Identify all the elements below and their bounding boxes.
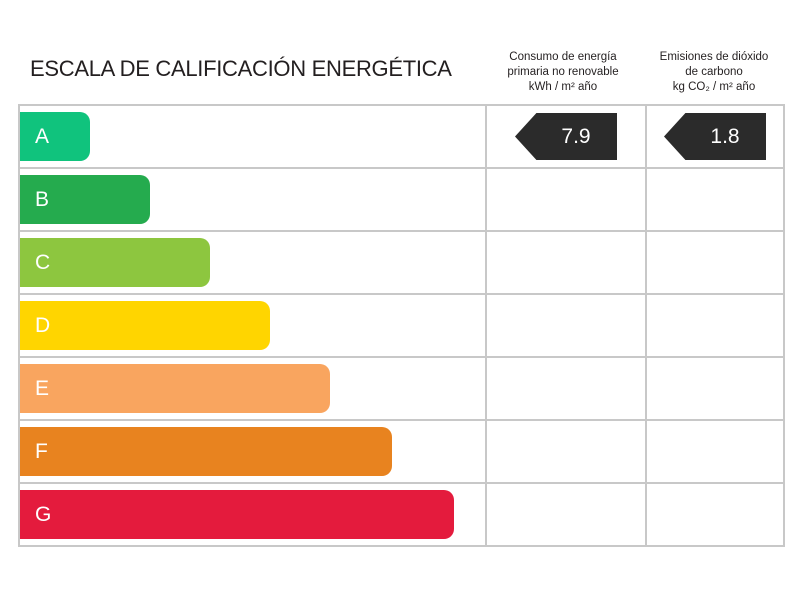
- scale-letter-a: A: [35, 124, 50, 148]
- scale-bar-cell-e: E: [20, 358, 485, 419]
- column-header-emisiones-line1: Emisiones de dióxido: [659, 51, 769, 63]
- scale-bar-cell-g: G: [20, 484, 485, 545]
- emisiones-value-cell-g: [645, 484, 783, 545]
- scale-bar-cell-a: A: [20, 106, 485, 167]
- consumo-left-arrow-badge: 7.9: [515, 113, 617, 160]
- column-header-emisiones: Emisiones de dióxido de carbono kg CO₂ /…: [643, 50, 785, 95]
- consumo-value-cell-b: [485, 169, 645, 230]
- scale-bar-a: A: [20, 112, 90, 161]
- scale-bar-cell-c: C: [20, 232, 485, 293]
- scale-bar-cell-b: B: [20, 169, 485, 230]
- column-header-emisiones-line3: kg CO₂ / m² año: [672, 81, 756, 93]
- table-row-f: F: [20, 421, 783, 484]
- scale-bar-c: C: [20, 238, 210, 287]
- scale-bar-b: B: [20, 175, 150, 224]
- consumo-value: 7.9: [561, 124, 591, 148]
- scale-letter-c: C: [35, 250, 51, 274]
- consumo-value-cell-e: [485, 358, 645, 419]
- scale-letter-b: B: [35, 187, 50, 211]
- scale-letter-d: D: [35, 313, 51, 337]
- scale-bar-e: E: [20, 364, 330, 413]
- scale-bar-f: F: [20, 427, 392, 476]
- consumo-value-cell-g: [485, 484, 645, 545]
- emisiones-value: 1.8: [710, 124, 740, 148]
- table-row-c: C: [20, 232, 783, 295]
- emisiones-left-arrow-badge: 1.8: [664, 113, 766, 160]
- rating-table: A 7.9 1.8 B: [18, 104, 785, 547]
- scale-letter-f: F: [35, 439, 48, 463]
- consumo-value-cell-a: 7.9: [485, 106, 645, 167]
- scale-letter-g: G: [35, 502, 52, 526]
- scale-bar-g: G: [20, 490, 454, 539]
- column-header-consumo-line2: primaria no renovable: [507, 66, 619, 78]
- scale-bar-cell-d: D: [20, 295, 485, 356]
- consumo-value-cell-d: [485, 295, 645, 356]
- emisiones-value-cell-e: [645, 358, 783, 419]
- scale-bar-d: D: [20, 301, 270, 350]
- table-row-g: G: [20, 484, 783, 545]
- column-header-consumo-line3: kWh / m² año: [528, 81, 598, 93]
- column-header-consumo: Consumo de energía primaria no renovable…: [483, 50, 643, 95]
- page-title: ESCALA DE CALIFICACIÓN ENERGÉTICA: [30, 56, 452, 81]
- table-row-a: A 7.9 1.8: [20, 106, 783, 169]
- column-header-emisiones-line2: de carbono: [685, 66, 743, 78]
- consumo-value-cell-f: [485, 421, 645, 482]
- emisiones-value-cell-f: [645, 421, 783, 482]
- emisiones-value-cell-a: 1.8: [645, 106, 783, 167]
- table-row-e: E: [20, 358, 783, 421]
- emisiones-value-cell-d: [645, 295, 783, 356]
- table-row-b: B: [20, 169, 783, 232]
- consumo-value-cell-c: [485, 232, 645, 293]
- table-row-d: D: [20, 295, 783, 358]
- scale-letter-e: E: [35, 376, 50, 400]
- emisiones-value-cell-b: [645, 169, 783, 230]
- emisiones-value-cell-c: [645, 232, 783, 293]
- column-header-consumo-line1: Consumo de energía: [509, 51, 617, 63]
- scale-bar-cell-f: F: [20, 421, 485, 482]
